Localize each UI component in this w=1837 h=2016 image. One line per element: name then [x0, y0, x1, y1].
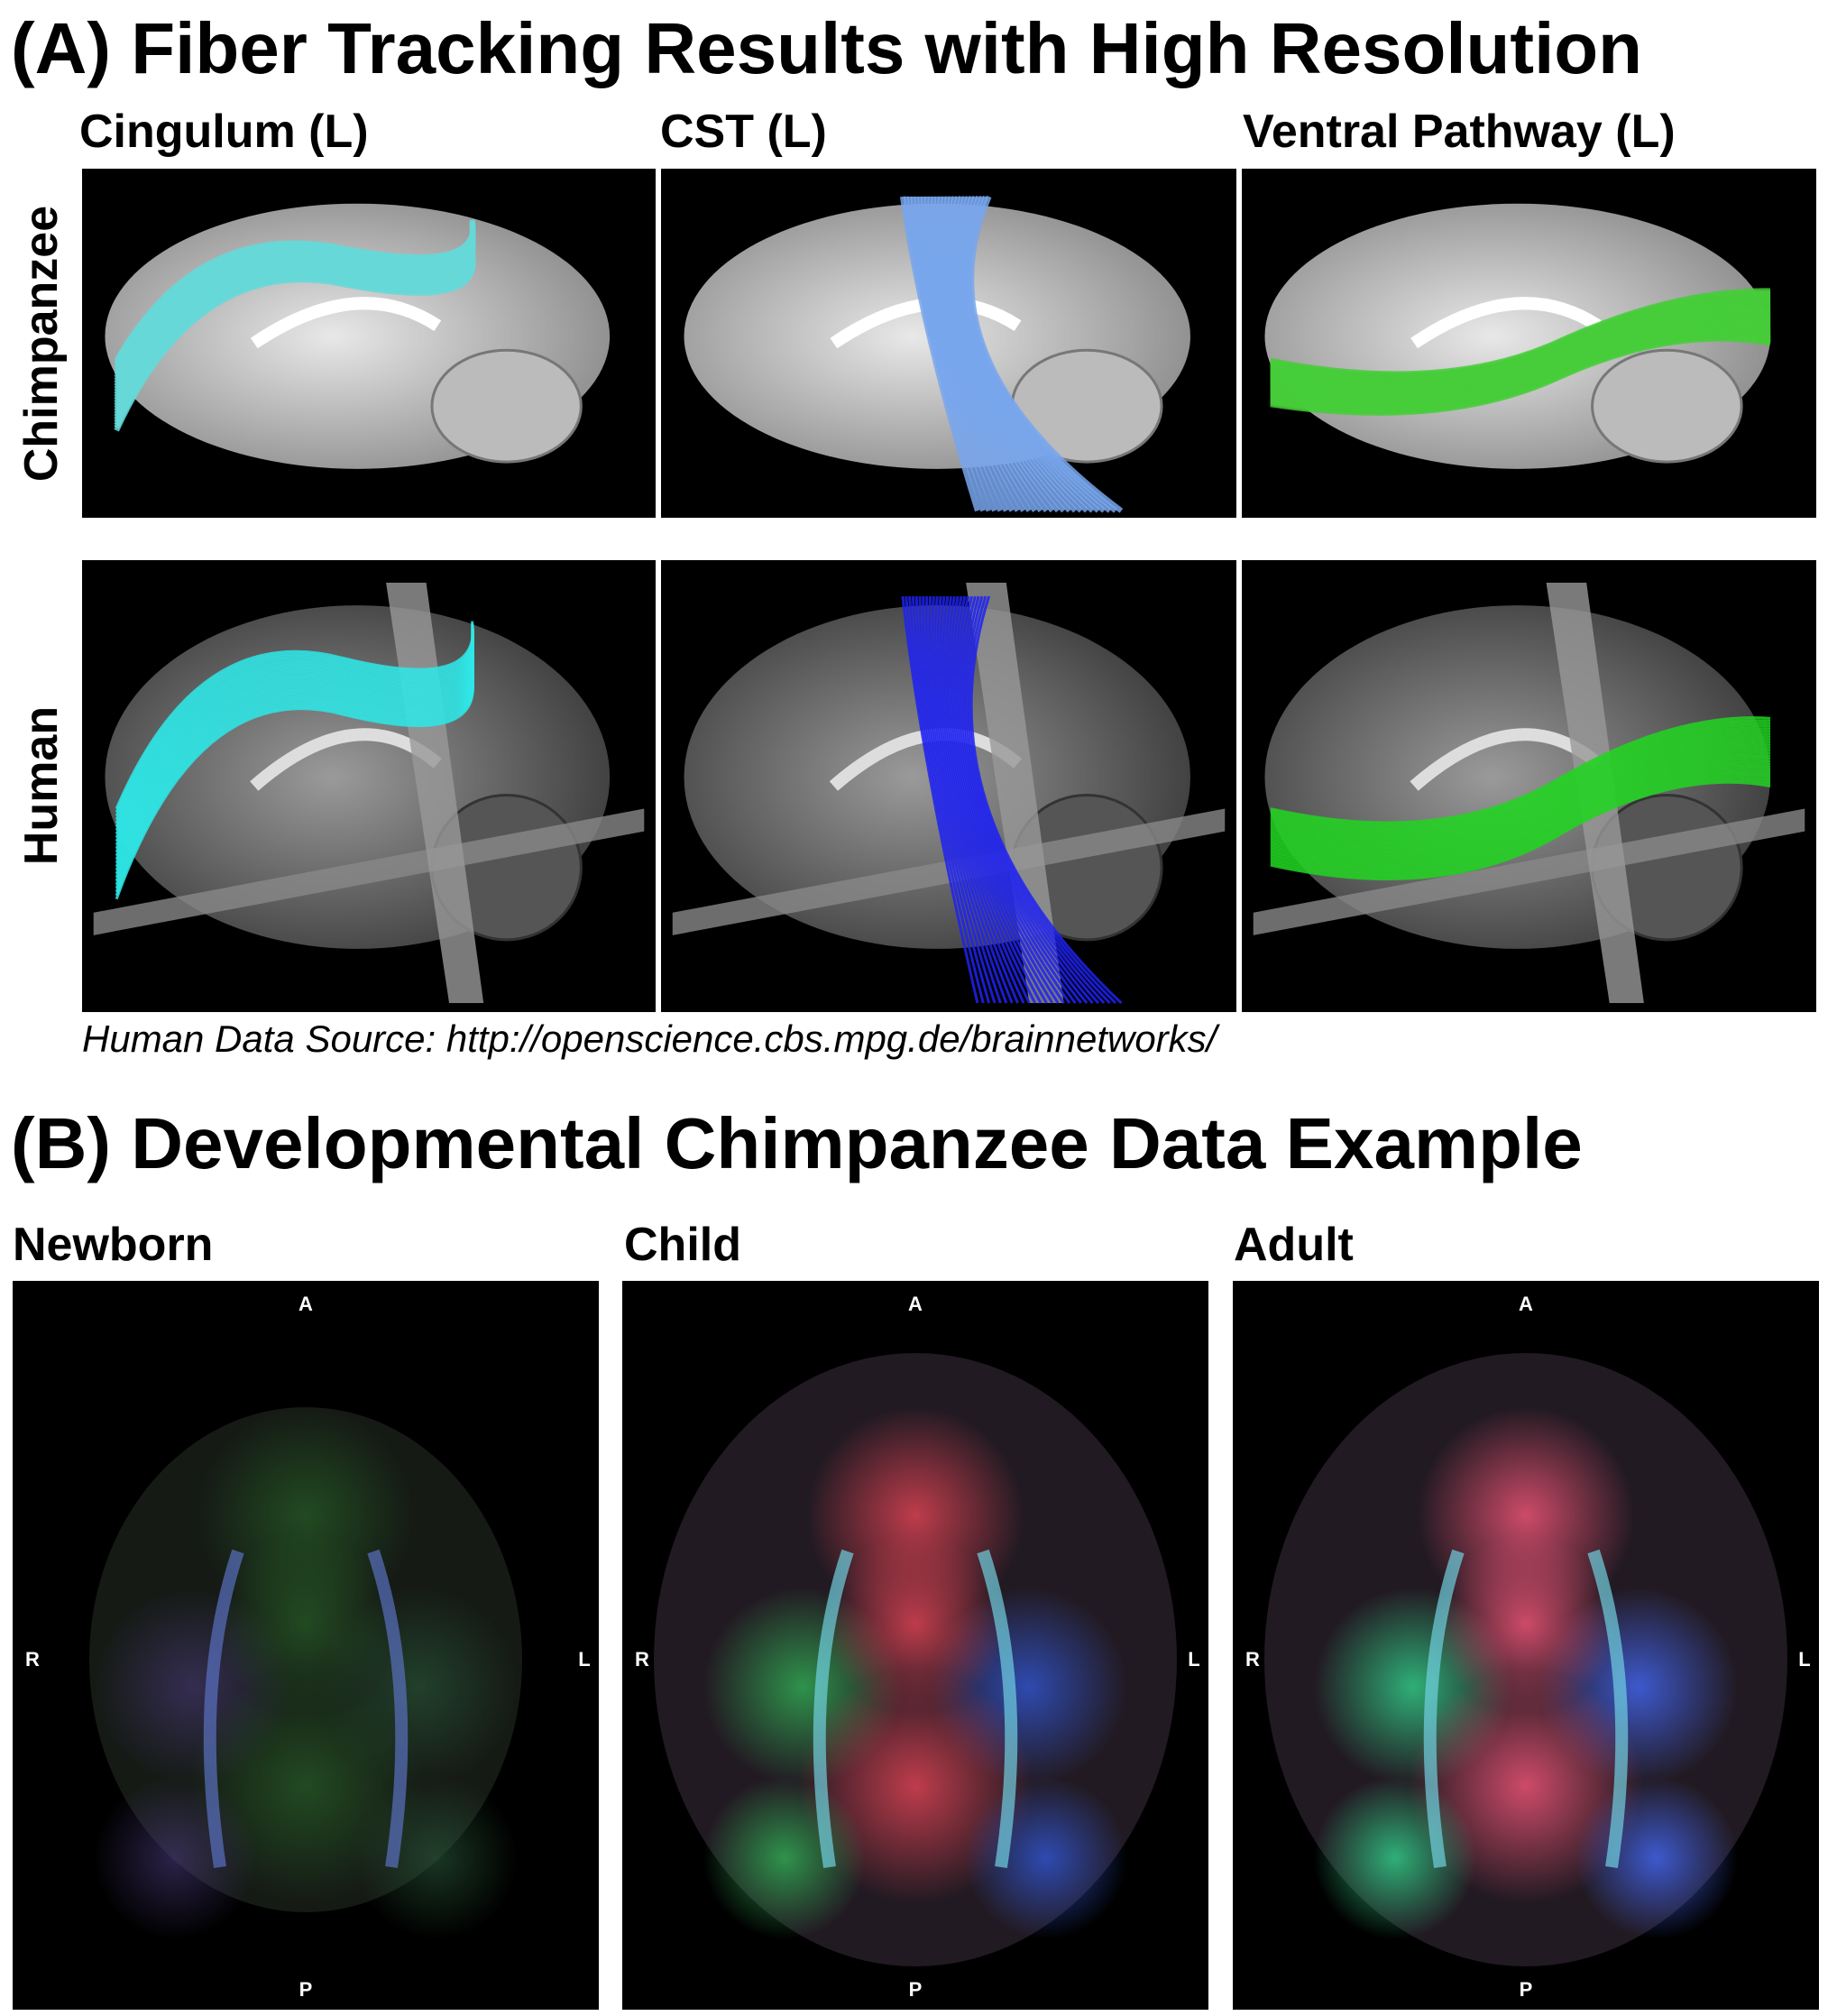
- dti-drawing: [654, 1353, 1177, 1966]
- dti-image: A P R L: [622, 1281, 1208, 2010]
- orientation-label: R: [1245, 1648, 1260, 1671]
- section-title: (A) Fiber Tracking Results with High Res…: [11, 8, 1643, 88]
- orientation-label: R: [25, 1648, 40, 1671]
- fiber-image: [1242, 169, 1816, 518]
- brain-drawing: [105, 203, 611, 469]
- fiber-image: [1242, 560, 1816, 1012]
- brain-drawing: [1264, 203, 1771, 469]
- orientation-label: A: [1519, 1293, 1533, 1315]
- column-label: Ventral Pathway (L): [1243, 106, 1676, 158]
- orientation-label: A: [299, 1293, 313, 1315]
- panel-label: Adult: [1234, 1219, 1354, 1271]
- dti-drawing: [89, 1407, 522, 1939]
- brain-drawing: [684, 195, 1190, 513]
- section-title: (B) Developmental Chimpanzee Data Exampl…: [11, 1103, 1583, 1183]
- orientation-label: L: [1798, 1648, 1811, 1671]
- dti-image: A P R L: [1233, 1281, 1819, 2010]
- orientation-label: P: [1519, 1978, 1533, 2001]
- orientation-label: P: [299, 1978, 313, 2001]
- row-label: Chimpanzee: [15, 205, 68, 483]
- column-label: CST (L): [660, 106, 827, 158]
- column-label: Cingulum (L): [79, 106, 369, 158]
- brain-drawing: [672, 583, 1226, 1005]
- fiber-image: [661, 169, 1236, 518]
- dti-drawing: [1264, 1353, 1787, 1966]
- fiber-image: [661, 560, 1236, 1012]
- panel-label: Newborn: [13, 1219, 214, 1271]
- orientation-label: R: [635, 1648, 649, 1671]
- fiber-image: [82, 169, 656, 518]
- orientation-label: P: [908, 1978, 923, 2001]
- orientation-label: A: [908, 1293, 923, 1315]
- dti-image: A P R L: [13, 1281, 599, 2010]
- orientation-label: L: [578, 1648, 591, 1671]
- brain-drawing: [93, 583, 645, 1003]
- brain-drawing: [1253, 583, 1805, 1003]
- panel-label: Child: [624, 1219, 741, 1271]
- source-note: Human Data Source: http://openscience.cb…: [82, 1017, 1217, 1060]
- fiber-image: [82, 560, 656, 1012]
- row-label: Human: [15, 705, 68, 866]
- orientation-label: L: [1188, 1648, 1200, 1671]
